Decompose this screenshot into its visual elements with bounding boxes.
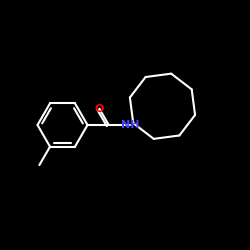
Text: O: O [95,104,104,114]
Text: NH: NH [121,120,139,130]
